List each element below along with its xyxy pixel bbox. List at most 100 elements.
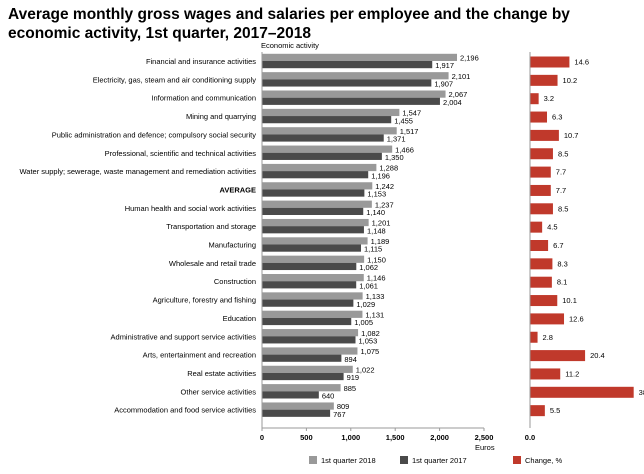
bar-change [530,240,549,251]
value-label-change: 8.3 [557,259,567,268]
value-label-change: 10.1 [562,296,577,305]
bar-change [530,258,553,270]
category-label: Accommodation and food service activitie… [114,406,256,415]
value-label-change: 6.3 [552,113,562,122]
bar-change [530,331,538,343]
legend-label: 1st quarter 2018 [321,456,376,465]
bar-2017 [262,171,369,179]
bar-2017 [262,391,319,399]
value-label-2018: 1,517 [400,127,419,136]
bar-2017 [262,134,384,142]
value-label-change: 4.5 [547,223,557,232]
bar-2017 [262,281,357,289]
x-tick-label: 2,000 [430,433,449,442]
category-row: Public administration and defence; compu… [52,127,579,144]
category-label: Mining and quarrying [186,112,256,121]
category-label: Agriculture, forestry and fishing [153,296,256,305]
value-label-2018: 2,196 [460,54,479,63]
bar-2018 [262,402,334,410]
bar-change [530,56,570,68]
value-label-2018: 1,082 [361,329,380,338]
category-label: Public administration and defence; compu… [52,130,257,139]
bar-2017 [262,244,362,252]
value-label-2018: 1,189 [371,237,390,246]
value-label-2017: 919 [347,373,360,382]
bar-2018 [262,53,458,61]
legend-swatch [400,456,408,464]
value-label-change: 11.2 [565,369,579,378]
value-label-change: 8.5 [558,204,568,213]
category-row: Agriculture, forestry and fishing 1,1331,… [153,292,577,309]
value-label-2018: 1,146 [367,274,386,283]
category-label: Administrative and support service activ… [111,332,257,341]
bar-2018 [262,274,364,282]
category-rows: Financial and insurance activities 2,196 1… [19,54,644,419]
value-label-2018: 1,547 [402,109,421,118]
x-tick-label: 0 [260,433,264,442]
value-label-change: 38.4 [639,388,644,397]
value-label-change: 5.5 [550,406,560,415]
bar-change [530,203,553,215]
value-label-2018: 1,201 [372,219,391,228]
bar-2018 [262,384,341,392]
value-label-change: 20.4 [590,351,605,360]
value-label-2018: 885 [344,384,357,393]
value-label-2017: 1,005 [354,318,373,327]
value-label-2018: 1,150 [367,255,386,264]
bar-2018 [262,145,393,153]
value-label-2017: 1,917 [435,61,454,70]
value-label-2017: 1,115 [364,245,382,254]
bar-change [530,386,634,398]
category-row: Professional, scientific and technical a… [105,145,569,162]
bar-2017 [262,152,382,160]
legend-swatch [513,456,521,464]
bar-2018 [262,72,449,80]
category-label: Manufacturing [208,241,256,250]
value-label-2017: 894 [344,355,357,364]
bar-2017 [262,116,392,124]
value-label-change: 14.6 [574,58,589,67]
bar-change [530,221,543,233]
bar-2018 [262,255,365,263]
bar-change [530,74,558,86]
value-label-2017: 767 [333,410,346,419]
bar-2018 [262,237,368,245]
category-row: Financial and insurance activities 2,196 1… [146,54,589,71]
value-label-2017: 1,053 [359,336,378,345]
value-label-2018: 1,288 [379,164,398,173]
bar-2017 [262,226,364,234]
category-label: Professional, scientific and technical a… [105,149,257,158]
x-tick-label: 1,500 [386,433,405,442]
category-axis-label: Economic activity [261,41,319,50]
bar-change [530,111,548,123]
bar-2017 [262,97,440,105]
bar-2018 [262,163,377,172]
value-label-2017: 640 [322,392,335,401]
bar-2017 [262,262,357,271]
legend-item: 1st quarter 2017 [400,456,467,465]
bar-change [530,148,553,160]
value-label-2018: 809 [337,402,350,411]
legend-label: 1st quarter 2017 [412,456,467,465]
value-label-2017: 1,350 [385,153,404,162]
bar-change [530,350,586,362]
value-label-2017: 1,455 [394,116,413,125]
bar-2018 [262,90,446,98]
value-label-change: 10.2 [563,76,578,85]
value-label-2017: 1,148 [367,226,386,235]
bar-change [530,276,552,288]
category-row: Electricity, gas, steam and air conditio… [93,72,577,89]
bar-2018 [262,365,353,373]
category-label: Information and communication [151,94,256,103]
value-label-2018: 1,133 [366,292,385,301]
bar-change [530,368,561,380]
bar-2018 [262,127,397,135]
category-label: Other service activities [181,387,257,396]
bar-2017 [262,189,365,197]
